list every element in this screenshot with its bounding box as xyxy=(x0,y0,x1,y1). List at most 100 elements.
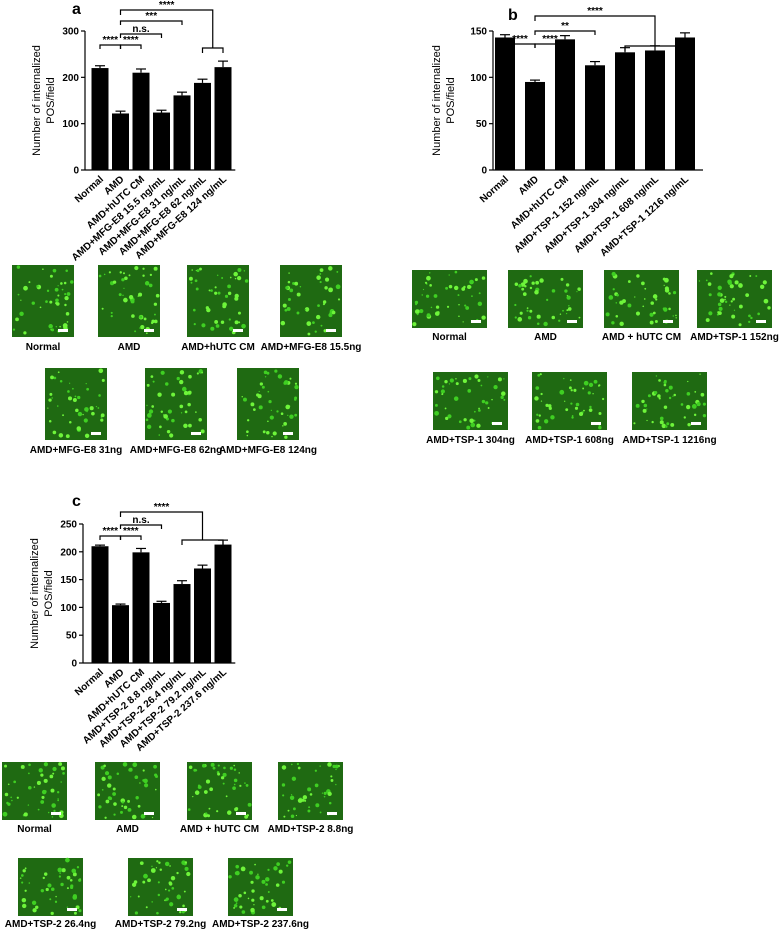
micrograph-speck xyxy=(176,894,182,900)
micrograph-speck xyxy=(65,434,70,439)
micrograph-speck xyxy=(748,320,751,323)
micrograph-speck xyxy=(551,289,556,293)
micrograph-speck xyxy=(462,321,464,323)
bar xyxy=(173,584,191,663)
micrograph-speck xyxy=(588,408,593,412)
micrograph-speck xyxy=(16,796,19,799)
micrograph-speck xyxy=(433,294,438,298)
micrograph-speck xyxy=(702,402,706,406)
micrograph-speck xyxy=(501,391,506,396)
micrograph-speck xyxy=(454,270,458,274)
micrograph xyxy=(228,858,293,916)
micrograph-speck xyxy=(123,805,128,810)
micrograph-speck xyxy=(635,403,640,408)
micrograph-speck xyxy=(675,317,677,319)
micrograph-speck xyxy=(453,396,459,401)
micrograph-speck xyxy=(50,329,52,331)
micrograph-speck xyxy=(53,809,56,812)
micrograph-speck xyxy=(133,880,138,884)
micrograph-speck xyxy=(481,276,486,280)
y-axis-label: POS/field xyxy=(45,77,57,123)
micrograph-speck xyxy=(457,294,460,297)
micrograph-speck xyxy=(665,388,669,393)
micrograph-speck xyxy=(184,861,188,864)
micrograph-speck xyxy=(215,324,220,328)
micrograph-speck xyxy=(314,330,317,333)
micrograph-caption: AMD+TSP-2 237.6ng xyxy=(212,919,309,930)
micrograph-speck xyxy=(57,371,60,374)
micrograph-speck xyxy=(59,325,61,328)
micrograph-speck xyxy=(328,801,332,805)
micrograph-speck xyxy=(148,283,153,288)
micrograph-speck xyxy=(481,315,486,320)
micrograph-speck xyxy=(646,419,648,422)
micrograph-speck xyxy=(731,314,736,319)
micrograph-speck xyxy=(101,378,105,382)
micrograph-speck xyxy=(160,410,164,413)
micrograph-speck xyxy=(574,406,579,410)
micrograph-speck xyxy=(104,816,107,819)
micrograph-speck xyxy=(243,270,246,272)
micrograph-speck xyxy=(304,309,307,311)
micrograph-speck xyxy=(727,281,732,286)
micrograph-speck xyxy=(132,762,138,768)
micrograph-speck xyxy=(258,405,263,410)
micrograph-speck xyxy=(652,294,658,299)
micrograph-speck xyxy=(274,369,278,373)
micrograph-speck xyxy=(110,311,113,314)
micrograph-speck xyxy=(732,297,736,301)
micrograph-speck xyxy=(276,862,280,866)
micrograph-speck xyxy=(526,309,529,312)
micrograph-speck xyxy=(98,394,101,397)
micrograph-speck xyxy=(265,883,268,886)
micrograph-speck xyxy=(421,294,423,296)
micrograph-speck xyxy=(61,288,64,291)
micrograph-speck xyxy=(537,425,542,430)
micrograph-speck xyxy=(461,287,466,291)
micrograph-speck xyxy=(485,401,489,405)
micrograph-speck xyxy=(224,294,229,298)
micrograph-speck xyxy=(233,783,236,786)
micrograph-speck xyxy=(49,300,53,304)
micrograph-speck xyxy=(249,870,253,875)
micrograph-speck xyxy=(77,395,81,400)
micrograph-speck xyxy=(242,397,247,402)
scale-bar xyxy=(191,432,201,435)
micrograph-speck xyxy=(247,897,250,900)
significance-bracket xyxy=(119,33,163,38)
micrograph-speck xyxy=(101,789,104,791)
micrograph-speck xyxy=(520,282,526,287)
micrograph xyxy=(128,858,193,916)
micrograph-speck xyxy=(551,315,556,320)
micrograph-speck xyxy=(145,418,149,422)
scale-bar xyxy=(567,320,577,323)
micrograph-speck xyxy=(537,373,541,377)
micrograph-speck xyxy=(234,277,237,280)
micrograph-speck xyxy=(253,904,255,906)
micrograph-speck xyxy=(190,281,193,284)
micrograph-speck xyxy=(672,395,674,397)
micrograph-speck xyxy=(246,430,249,434)
micrograph-speck xyxy=(619,300,624,305)
micrograph-speck xyxy=(106,783,112,788)
micrograph-speck xyxy=(314,783,319,788)
micrograph-speck xyxy=(43,872,48,876)
micrograph-speck xyxy=(500,395,504,400)
micrograph-speck xyxy=(227,291,232,296)
micrograph-speck xyxy=(52,772,55,775)
micrograph-speck xyxy=(334,764,339,769)
micrograph-speck xyxy=(471,295,473,298)
micrograph-speck xyxy=(70,280,74,284)
micrograph-speck xyxy=(729,284,734,289)
micrograph-speck xyxy=(69,878,73,882)
micrograph-speck xyxy=(503,398,506,401)
micrograph-speck xyxy=(434,410,439,416)
micrograph-speck xyxy=(319,273,322,275)
micrograph-speck xyxy=(605,312,610,317)
micrograph-speck xyxy=(62,414,64,417)
micrograph xyxy=(280,265,342,337)
micrograph-speck xyxy=(435,305,440,309)
scale-bar xyxy=(67,908,77,911)
bar xyxy=(555,39,575,171)
micrograph-speck xyxy=(124,276,128,281)
